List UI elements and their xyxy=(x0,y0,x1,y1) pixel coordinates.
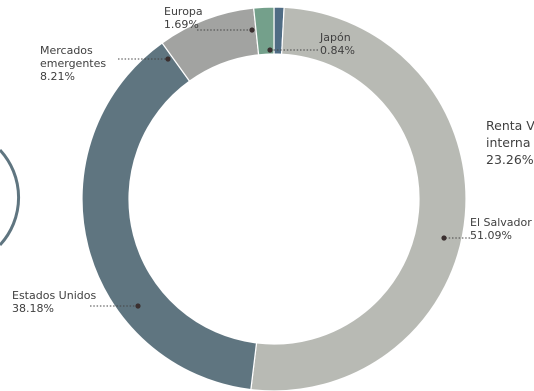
label-elsalvador-name: El Salvador xyxy=(470,216,532,229)
leader-dot-mercados-emergentes xyxy=(165,56,171,62)
peek-line2: interna xyxy=(486,135,531,150)
leader-dot-estados-unidos xyxy=(135,303,141,309)
label-japon: Japón 0.84% xyxy=(320,31,355,57)
leader-dot-europa xyxy=(249,27,255,33)
label-japon-value: 0.84% xyxy=(320,44,355,57)
leader-dot-el-salvador xyxy=(441,235,447,241)
label-europa-value: 1.69% xyxy=(163,18,199,31)
slice-europa xyxy=(252,6,275,56)
label-el-salvador: El Salvador 51.09% xyxy=(470,216,532,242)
peek-line1: Renta V xyxy=(486,118,534,133)
leader-dot-japon xyxy=(267,47,273,53)
label-europa: Europa 1.69% xyxy=(164,5,203,31)
label-emergentes-value: 8.21% xyxy=(40,70,75,83)
peek-line3: 23.26% xyxy=(486,152,534,167)
label-europa-name: Europa xyxy=(164,5,203,18)
label-eeuu-name: Estados Unidos xyxy=(12,289,97,302)
label-elsalvador-value: 51.09% xyxy=(470,229,512,242)
label-emergentes-line2: emergentes xyxy=(40,57,107,70)
neighbor-chart-arc xyxy=(0,148,20,247)
label-japon-name: Japón xyxy=(320,31,351,44)
label-eeuu-value: 38.18% xyxy=(12,302,54,315)
slice-el-salvador xyxy=(250,6,467,391)
label-mercados-emergentes: Mercados emergentes 8.21% xyxy=(40,44,106,83)
label-emergentes-line1: Mercados xyxy=(40,44,93,57)
label-renta-variable-partial: Renta V interna 23.26% xyxy=(486,117,534,168)
label-estados-unidos: Estados Unidos 38.18% xyxy=(12,289,96,315)
slice-estados-unidos xyxy=(81,42,258,391)
